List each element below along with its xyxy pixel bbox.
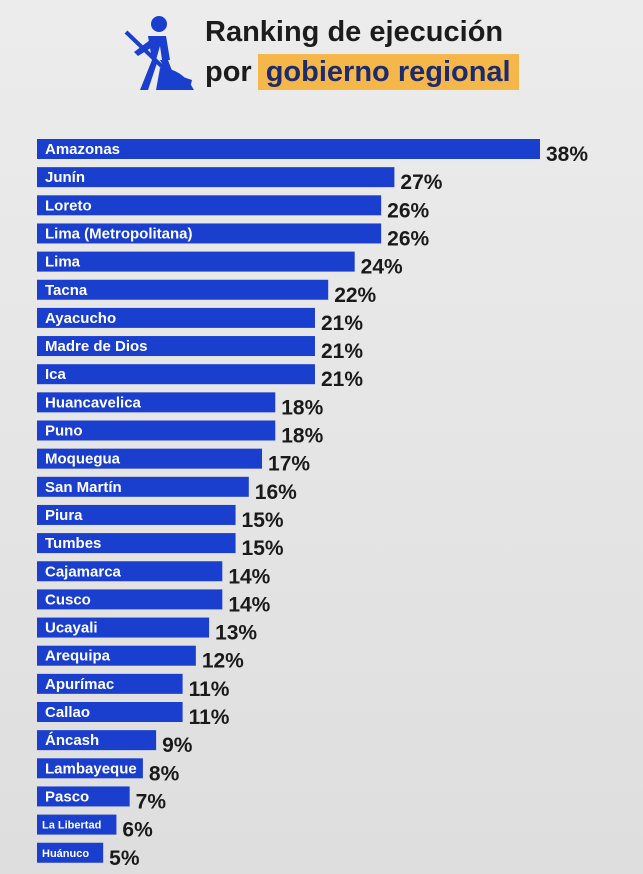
bar-category-label: Apurímac bbox=[45, 676, 114, 693]
bar-value-label: 17% bbox=[268, 453, 310, 476]
bar-1 bbox=[37, 167, 395, 188]
bar-value-label: 13% bbox=[215, 622, 257, 645]
bar-value-label: 15% bbox=[242, 537, 284, 560]
bar-value-label: 18% bbox=[281, 425, 323, 448]
bar-value-label: 14% bbox=[228, 565, 270, 588]
bar-16 bbox=[37, 589, 223, 610]
bar-category-label: Puno bbox=[45, 423, 83, 440]
bar-value-label: 5% bbox=[109, 847, 140, 870]
bar-value-label: 11% bbox=[189, 706, 230, 729]
bar-category-label: Cajamarca bbox=[45, 563, 122, 580]
bar-category-label: Madre de Dios bbox=[45, 338, 148, 355]
bar-category-label: Ayacucho bbox=[45, 310, 116, 327]
bar-category-label: Pasco bbox=[45, 788, 89, 805]
bar-value-label: 24% bbox=[361, 256, 403, 279]
bar-9 bbox=[37, 392, 276, 413]
bar-category-label: Huancavelica bbox=[45, 394, 142, 411]
bar-category-label: Junín bbox=[45, 169, 85, 186]
bar-value-label: 15% bbox=[242, 509, 284, 532]
bar-value-label: 27% bbox=[400, 171, 442, 194]
bar-18 bbox=[37, 645, 196, 666]
bar-20 bbox=[37, 702, 183, 722]
bar-category-label: Callao bbox=[45, 704, 90, 721]
bar-value-label: 21% bbox=[321, 340, 363, 363]
bar-category-label: Tacna bbox=[45, 282, 88, 299]
bar-value-label: 21% bbox=[321, 368, 363, 391]
bar-25 bbox=[37, 842, 104, 863]
bar-value-label: 7% bbox=[136, 790, 167, 813]
bar-17 bbox=[37, 617, 210, 638]
bar-category-label: Lima (Metropolitana) bbox=[45, 225, 193, 242]
bar-6 bbox=[37, 307, 315, 328]
bar-13 bbox=[37, 504, 236, 525]
bar-value-label: 21% bbox=[321, 312, 363, 335]
bar-category-label: Huánuco bbox=[42, 848, 89, 860]
bar-3 bbox=[37, 223, 382, 244]
bar-15 bbox=[37, 561, 223, 582]
bar-category-label: Ica bbox=[45, 366, 67, 383]
chart-title-prefix: por bbox=[205, 56, 252, 88]
bar-category-label: San Martín bbox=[45, 479, 122, 496]
bar-value-label: 18% bbox=[281, 396, 323, 419]
bar-4 bbox=[37, 251, 355, 272]
chart-header: Ranking de ejecución por gobierno regiona… bbox=[0, 0, 643, 110]
bar-value-label: 38% bbox=[546, 143, 588, 166]
bar-category-label: Tumbes bbox=[45, 535, 101, 552]
bar-11 bbox=[37, 448, 263, 469]
bar-23 bbox=[37, 786, 130, 807]
bar-category-label: Loreto bbox=[45, 197, 92, 214]
bar-19 bbox=[37, 673, 183, 694]
bar-value-label: 9% bbox=[162, 734, 193, 757]
bar-category-label: Cusco bbox=[45, 591, 91, 608]
bar-7 bbox=[37, 336, 315, 357]
bar-value-label: 22% bbox=[334, 284, 376, 307]
bar-category-label: Piura bbox=[45, 507, 83, 524]
bar-category-label: Amazonas bbox=[45, 141, 120, 158]
construction-worker-icon bbox=[124, 16, 194, 90]
bar-value-label: 8% bbox=[149, 762, 180, 785]
bar-value-label: 16% bbox=[255, 481, 297, 504]
bar-category-label: Áncash bbox=[45, 732, 99, 749]
bar-category-label: Lambayeque bbox=[45, 760, 137, 777]
bar-value-label: 11% bbox=[189, 678, 230, 701]
bar-value-label: 14% bbox=[228, 593, 270, 616]
bar-21 bbox=[37, 730, 157, 751]
bar-5 bbox=[37, 279, 329, 300]
bar-category-label: La Libertad bbox=[42, 820, 101, 832]
bar-value-label: 6% bbox=[122, 819, 153, 842]
bar-category-label: Arequipa bbox=[45, 648, 111, 665]
bar-14 bbox=[37, 533, 236, 554]
bar-category-label: Ucayali bbox=[45, 620, 98, 637]
bar-24 bbox=[37, 814, 117, 835]
bar-category-label: Moquegua bbox=[45, 451, 121, 468]
chart-title-line1: Ranking de ejecución bbox=[205, 16, 504, 48]
chart-title-highlight: gobierno regional bbox=[257, 54, 519, 90]
bar-0 bbox=[37, 139, 540, 159]
bar-12 bbox=[37, 476, 249, 497]
bar-value-label: 26% bbox=[387, 199, 429, 222]
bar-value-label: 26% bbox=[387, 227, 429, 250]
bar-10 bbox=[37, 420, 276, 441]
bar-value-label: 12% bbox=[202, 650, 244, 673]
bar-2 bbox=[37, 195, 382, 216]
bar-8 bbox=[37, 364, 315, 385]
bar-22 bbox=[37, 758, 143, 779]
chart-title-line2: por gobierno regional bbox=[205, 54, 519, 90]
bar-category-label: Lima bbox=[45, 254, 81, 271]
